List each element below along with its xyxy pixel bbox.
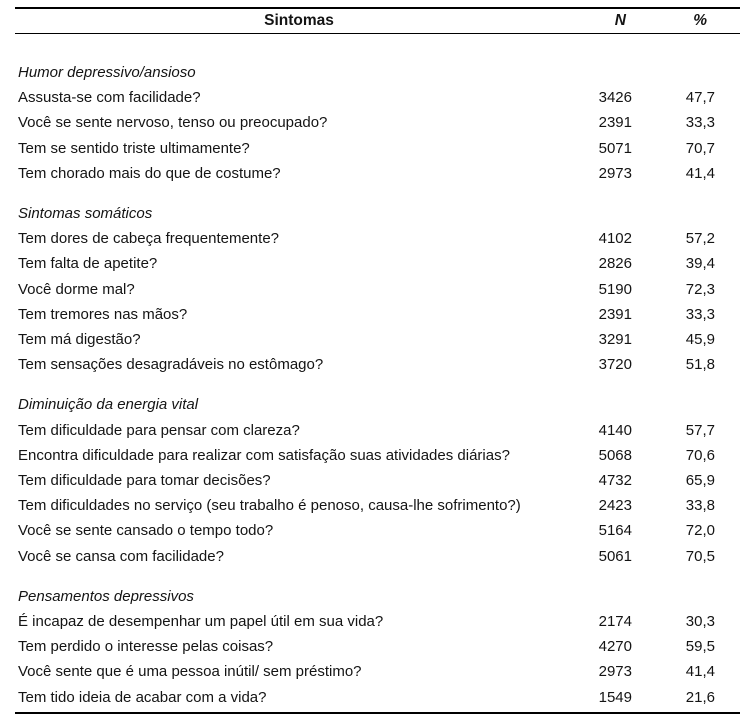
symptom-question: Tem má digestão? bbox=[18, 331, 141, 349]
percent-value: 33,3 bbox=[685, 114, 715, 132]
percent-value: 72,3 bbox=[685, 280, 715, 298]
n-value: 4102 bbox=[598, 230, 632, 248]
n-value: 2391 bbox=[598, 305, 632, 323]
table-row: Tem dores de cabeça frequentemente? 4102 5… bbox=[18, 226, 715, 251]
table-header-row: Sintomas N % bbox=[15, 9, 740, 34]
col-header-symptoms: Sintomas bbox=[264, 12, 334, 29]
percent-value: 45,9 bbox=[685, 331, 715, 349]
table-row: Tem dificuldade para tomar decisões? 4732… bbox=[18, 468, 715, 493]
percent-value: 57,2 bbox=[685, 230, 715, 248]
table-row: Tem falta de apetite? 2826 39,4 bbox=[18, 251, 715, 276]
section-title: Sintomas somáticos bbox=[18, 205, 153, 223]
table-row: Tem chorado mais do que de costume? 2973 4… bbox=[18, 161, 715, 186]
percent-value: 59,5 bbox=[685, 638, 715, 656]
symptom-question: Tem dificuldades no serviço (seu trabalh… bbox=[18, 497, 521, 515]
percent-value: 39,4 bbox=[685, 255, 715, 273]
table-row: Tem se sentido triste ultimamente? 5071 70… bbox=[18, 136, 715, 161]
table-row: Tem má digestão? 3291 45,9 bbox=[18, 327, 715, 352]
n-value: 2826 bbox=[598, 255, 632, 273]
table-row: Você sente que é uma pessoa inútil/ sem … bbox=[18, 659, 715, 684]
table-row: Você dorme mal? 5190 72,3 bbox=[18, 277, 715, 302]
symptom-question: Você se sente cansado o tempo todo? bbox=[18, 522, 274, 540]
n-value: 4140 bbox=[598, 421, 632, 439]
table-row: É incapaz de desempenhar um papel útil e… bbox=[18, 609, 715, 634]
n-value: 3720 bbox=[598, 356, 632, 374]
section-title: Diminuição da energia vital bbox=[18, 396, 199, 414]
table-row: Tem tremores nas mãos? 2391 33,3 bbox=[18, 302, 715, 327]
table-row: Tem perdido o interesse pelas coisas? 427… bbox=[18, 634, 715, 659]
percent-value: 72,0 bbox=[685, 522, 715, 540]
percent-value: 65,9 bbox=[685, 472, 715, 490]
table-row: Você se sente cansado o tempo todo? 5164 7… bbox=[18, 518, 715, 543]
table-row: Tem dificuldade para pensar com clareza?… bbox=[18, 418, 715, 443]
percent-value: 51,8 bbox=[685, 356, 715, 374]
n-value: 2174 bbox=[598, 613, 632, 631]
table-row: Tem sensações desagradáveis no estômago?… bbox=[18, 352, 715, 377]
symptoms-table: Sintomas N % Humor depressivo/ansioso Ass… bbox=[15, 7, 740, 714]
percent-value: 41,4 bbox=[685, 164, 715, 182]
table-body: Humor depressivo/ansioso Assusta-se com f… bbox=[15, 34, 740, 714]
symptom-question: Tem se sentido triste ultimamente? bbox=[18, 139, 250, 157]
table-row: Você se cansa com facilidade? 5061 70,5 bbox=[18, 544, 715, 569]
table-row: Encontra dificuldade para realizar com s… bbox=[18, 443, 715, 468]
symptom-section: Humor depressivo/ansioso Assusta-se com f… bbox=[18, 60, 715, 186]
percent-value: 33,3 bbox=[685, 305, 715, 323]
n-value: 2973 bbox=[598, 164, 632, 182]
symptom-question: É incapaz de desempenhar um papel útil e… bbox=[18, 613, 384, 631]
table-row: Tem dificuldades no serviço (seu trabalh… bbox=[18, 493, 715, 518]
n-value: 5068 bbox=[598, 446, 632, 464]
symptom-question: Assusta-se com facilidade? bbox=[18, 89, 201, 107]
symptom-question: Você dorme mal? bbox=[18, 280, 135, 298]
symptom-question: Tem falta de apetite? bbox=[18, 255, 158, 273]
percent-value: 21,6 bbox=[685, 688, 715, 706]
n-value: 2423 bbox=[598, 497, 632, 515]
n-value: 1549 bbox=[598, 688, 632, 706]
symptom-question: Tem chorado mais do que de costume? bbox=[18, 164, 281, 182]
symptom-question: Tem tremores nas mãos? bbox=[18, 305, 188, 323]
section-title: Humor depressivo/ansioso bbox=[18, 64, 196, 81]
percent-value: 33,8 bbox=[685, 497, 715, 515]
n-value: 5190 bbox=[598, 280, 632, 298]
n-value: 5061 bbox=[598, 547, 632, 565]
percent-value: 30,3 bbox=[685, 613, 715, 631]
section-title: Pensamentos depressivos bbox=[18, 587, 194, 605]
symptom-section: Pensamentos depressivos É incapaz de dese… bbox=[18, 584, 715, 710]
symptom-question: Encontra dificuldade para realizar com s… bbox=[18, 446, 510, 464]
symptom-question: Tem dores de cabeça frequentemente? bbox=[18, 230, 279, 248]
n-value: 5164 bbox=[598, 522, 632, 540]
n-value: 5071 bbox=[598, 139, 632, 157]
n-value: 2391 bbox=[598, 114, 632, 132]
symptom-question: Tem perdido o interesse pelas coisas? bbox=[18, 638, 274, 656]
percent-value: 70,5 bbox=[685, 547, 715, 565]
percent-value: 70,7 bbox=[685, 139, 715, 157]
n-value: 4732 bbox=[598, 472, 632, 490]
table-row: Tem tido ideia de acabar com a vida? 1549… bbox=[18, 685, 715, 710]
symptom-question: Tem tido ideia de acabar com a vida? bbox=[18, 688, 267, 706]
table-row: Você se sente nervoso, tenso ou preocupa… bbox=[18, 110, 715, 135]
symptom-section: Diminuição da energia vital Tem dificulda… bbox=[18, 392, 715, 568]
percent-value: 70,6 bbox=[685, 446, 715, 464]
col-header-n: N bbox=[614, 12, 626, 29]
n-value: 2973 bbox=[598, 663, 632, 681]
symptom-question: Você se sente nervoso, tenso ou preocupa… bbox=[18, 114, 328, 132]
symptom-section: Sintomas somáticos Tem dores de cabeça fr… bbox=[18, 201, 715, 377]
symptom-question: Tem dificuldade para tomar decisões? bbox=[18, 472, 271, 490]
symptom-question: Você se cansa com facilidade? bbox=[18, 547, 224, 565]
table-row: Assusta-se com facilidade? 3426 47,7 bbox=[18, 85, 715, 110]
percent-value: 47,7 bbox=[685, 89, 715, 107]
n-value: 3291 bbox=[598, 331, 632, 349]
symptom-question: Você sente que é uma pessoa inútil/ sem … bbox=[18, 663, 362, 681]
percent-value: 57,7 bbox=[685, 421, 715, 439]
n-value: 3426 bbox=[598, 89, 632, 107]
symptom-question: Tem dificuldade para pensar com clareza? bbox=[18, 421, 300, 439]
percent-value: 41,4 bbox=[685, 663, 715, 681]
n-value: 4270 bbox=[598, 638, 632, 656]
col-header-percent: % bbox=[693, 12, 707, 29]
symptom-question: Tem sensações desagradáveis no estômago? bbox=[18, 356, 324, 374]
